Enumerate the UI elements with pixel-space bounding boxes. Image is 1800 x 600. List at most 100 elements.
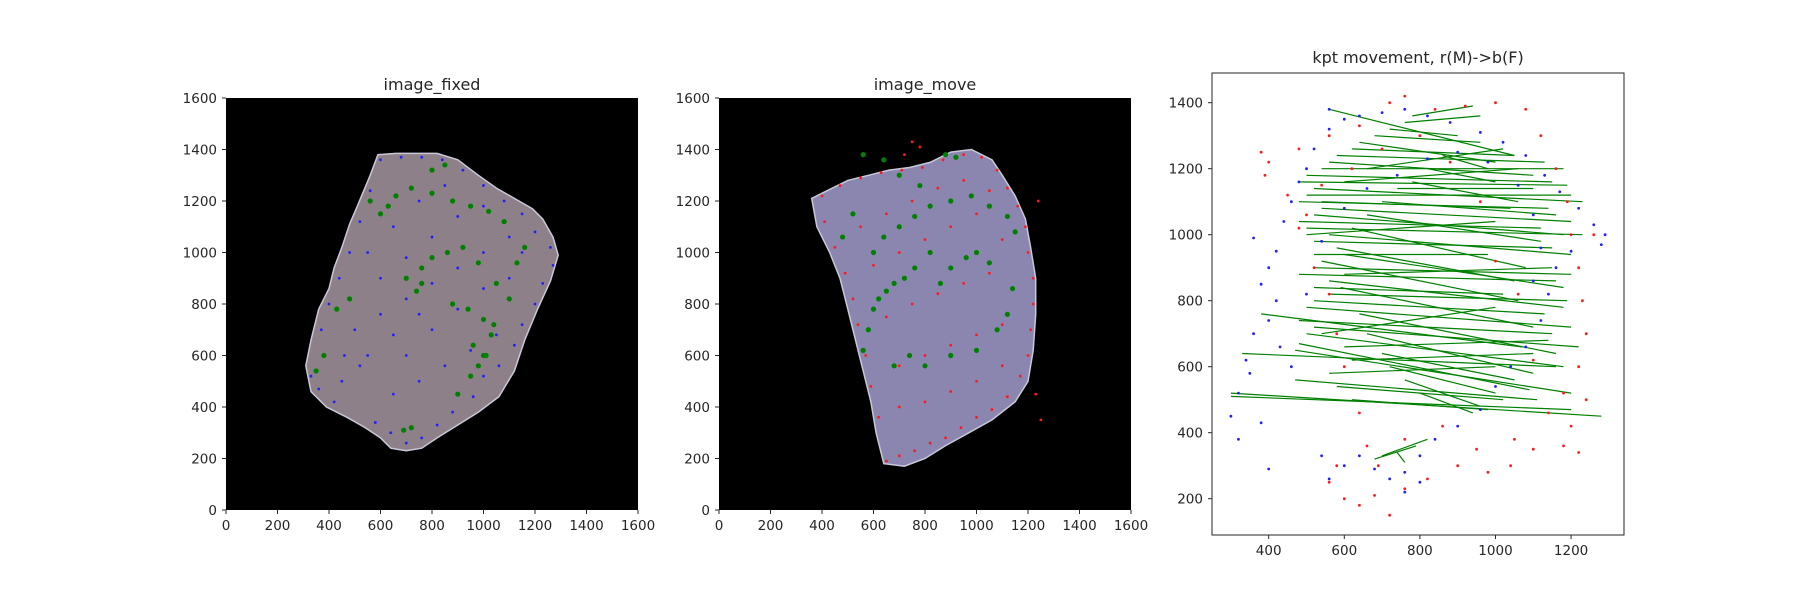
data-point [482,287,485,290]
y-tick-label: 600 [191,349,217,365]
movement-line [1359,141,1496,163]
data-point [876,296,882,302]
data-point [404,354,408,357]
data-point [995,168,999,172]
data-point [1039,418,1043,422]
data-point [948,265,954,271]
data-point [1237,391,1240,395]
data-point [1569,249,1573,253]
y-tick-label: 1000 [1169,228,1203,244]
movement-line [1242,352,1556,368]
data-point [403,275,409,281]
data-point [429,255,435,261]
data-point [1229,414,1233,418]
movement-line [1306,174,1553,183]
data-point [491,322,497,328]
data-point [1263,173,1267,177]
movement-line [1336,247,1515,282]
y-tick-label: 400 [684,400,710,416]
data-point [497,364,501,368]
data-point [1305,213,1308,217]
data-point [404,297,408,301]
data-point [949,390,953,393]
data-point [928,441,932,445]
data-point [391,333,395,337]
data-point [1320,454,1324,458]
data-point [860,152,866,158]
data-point [520,212,524,216]
data-point [879,171,883,175]
data-point [1289,200,1293,204]
data-point [1031,276,1035,280]
data-point [1259,150,1263,154]
data-point [368,189,372,193]
movement-line [1321,306,1496,335]
movement-line [1344,339,1549,348]
x-tick-label: 1000 [959,518,993,534]
data-point [501,219,507,225]
data-point [1358,411,1361,415]
data-point [486,208,492,214]
data-point [507,276,511,280]
axis-ticks: 400 600 800 1000 1200 200 400 600 800 1000 1200 140… [1169,96,1589,559]
data-point [419,280,425,286]
movement-line [1344,267,1553,275]
data-point [1267,266,1271,270]
data-point [1565,200,1569,204]
data-point [1501,140,1505,144]
movement-line [1295,349,1572,394]
x-tick-label: 0 [222,518,231,534]
data-point [1531,447,1535,451]
data-point [420,436,424,440]
data-point [851,297,855,301]
data-point [440,158,444,162]
movement-line [1329,280,1564,308]
data-point [936,186,940,190]
data-point [343,354,346,357]
data-point [475,363,481,369]
data-point [896,224,902,230]
data-point [1603,233,1607,237]
data-point [922,363,928,369]
data-point [456,266,460,270]
data-point [1516,292,1520,296]
data-point [1342,117,1346,121]
data-point [549,245,552,249]
y-tick-label: 0 [208,503,217,519]
data-point [419,265,425,271]
data-point [1380,147,1384,151]
movement-line [1329,234,1572,256]
data-point [443,184,447,187]
data-point [1441,424,1444,428]
data-point [475,260,481,266]
data-point [1000,238,1004,242]
data-point [870,306,877,312]
movement-line [1381,438,1428,457]
movement-line [1366,148,1504,170]
data-point [1494,385,1497,388]
data-point [937,280,944,286]
data-point [385,203,391,209]
data-point [1350,167,1354,171]
data-point [1599,243,1603,247]
data-point [912,213,918,220]
data-point [1342,464,1346,468]
data-point [860,347,866,353]
data-point [994,327,1000,333]
movement-line [1314,286,1504,295]
data-point [1581,299,1584,303]
panel-kpt-movement: kpt movement, r(M)->b(F) 400 600 800 1000 12… [1169,48,1625,559]
data-point [1006,395,1009,399]
data-point [1274,299,1278,303]
data-point [482,374,485,378]
data-point [430,328,434,332]
data-point [1577,266,1581,270]
movement-line [1351,148,1515,157]
data-point [1358,124,1361,128]
data-point [1418,480,1422,484]
data-point [1433,107,1437,111]
data-point [470,342,476,348]
data-point [366,251,370,254]
data-point [482,204,485,208]
data-point [1327,134,1331,138]
